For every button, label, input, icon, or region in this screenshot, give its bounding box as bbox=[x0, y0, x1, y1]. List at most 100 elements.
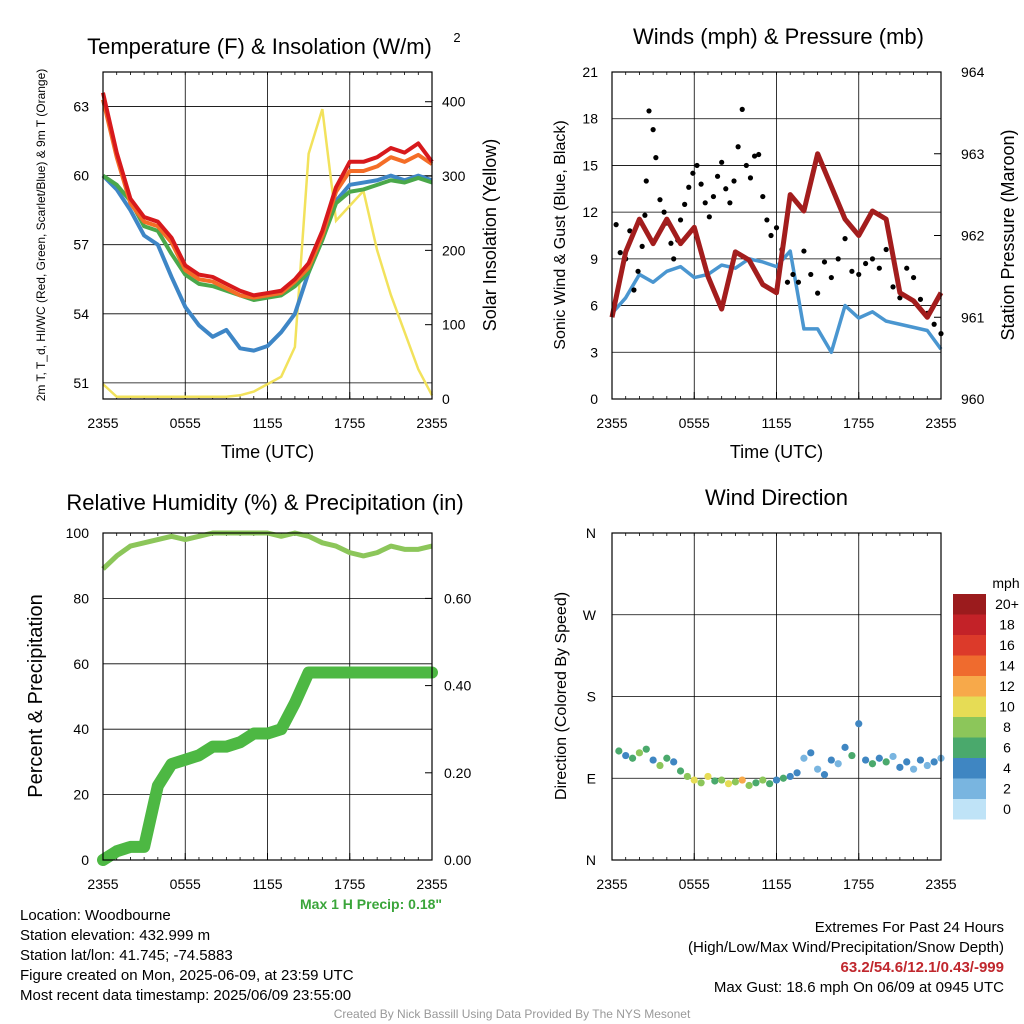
x-tick-label: 2355 bbox=[925, 415, 956, 431]
gust-point bbox=[731, 178, 737, 184]
panel-3: 0 20 40 60 80 100 0.00 0.20 0.40 0.60 2355 0555 1155… bbox=[25, 490, 471, 892]
gust-point bbox=[719, 159, 725, 165]
x-tick-label: 1755 bbox=[334, 876, 365, 892]
credit-line: Created By Nick Bassill Using Data Provi… bbox=[333, 1007, 691, 1021]
direction-point bbox=[766, 780, 774, 788]
x-tick-label: 1755 bbox=[334, 415, 365, 431]
extremes-values: 63.2/54.6/12.1/0.43/-999 bbox=[840, 959, 1004, 976]
direction-point bbox=[855, 720, 863, 728]
gust-point bbox=[698, 181, 704, 187]
direction-point bbox=[909, 765, 918, 773]
gust-point bbox=[801, 248, 807, 254]
x-tick-label: 2355 bbox=[596, 876, 627, 892]
x-tick-label: 0555 bbox=[170, 876, 201, 892]
gust-point bbox=[639, 243, 645, 249]
x-tick-label: 1155 bbox=[252, 876, 282, 892]
x-tick-label: 2355 bbox=[925, 876, 956, 892]
chart-title: Temperature (F) & Insolation (W/m) bbox=[87, 34, 432, 59]
y-tick-label: S bbox=[587, 689, 596, 705]
gust-point bbox=[671, 256, 677, 262]
direction-point bbox=[930, 758, 938, 766]
gust-point bbox=[917, 296, 924, 302]
title-superscript: 2 bbox=[453, 30, 460, 45]
direction-point bbox=[615, 747, 623, 755]
direction-point bbox=[759, 776, 767, 784]
direction-point bbox=[923, 761, 931, 770]
y-axis-label: Direction (Colored By Speed) bbox=[553, 592, 570, 800]
legend-swatch bbox=[953, 758, 986, 779]
y-tick-label: W bbox=[583, 607, 597, 623]
x-tick-label: 1755 bbox=[843, 415, 874, 431]
gust-point bbox=[710, 193, 717, 200]
y2-axis-label: Station Pressure (Maroon) bbox=[998, 129, 1018, 340]
pressure-line bbox=[609, 151, 944, 320]
legend-title: mph bbox=[992, 575, 1019, 591]
station-latlon: Station lat/lon: 41.745; -74.5883 bbox=[20, 947, 233, 964]
x-tick-label: 0555 bbox=[170, 415, 201, 431]
series-line-dew-point bbox=[101, 173, 433, 302]
panel-2: 0 3 6 9 12 15 18 21 960 961 962 963 964 2355 0555 1155 1… bbox=[552, 24, 1018, 462]
direction-point bbox=[800, 754, 808, 762]
y-tick-label: 12 bbox=[582, 204, 598, 220]
gust-point bbox=[706, 214, 712, 220]
gust-point bbox=[682, 201, 688, 207]
y-tick-label: E bbox=[587, 770, 596, 786]
direction-point bbox=[882, 758, 890, 766]
station-info: Location: Woodbourne Station elevation: … bbox=[20, 906, 354, 1006]
gust-point bbox=[869, 256, 876, 262]
series-line-9m-t bbox=[101, 99, 434, 300]
direction-point bbox=[841, 743, 849, 751]
legend-label: 0 bbox=[1003, 801, 1011, 817]
gust-point bbox=[627, 228, 633, 234]
direction-point bbox=[862, 756, 870, 764]
figure-created: Figure created on Mon, 2025-06-09, at 23… bbox=[20, 967, 354, 984]
y-tick-label: N bbox=[586, 852, 596, 868]
y2-tick-label: 400 bbox=[442, 94, 466, 110]
legend-label: 20+ bbox=[995, 596, 1019, 612]
panel-1: 51 54 57 60 63 0 100 200 300 400 2355 0555 1155 1755 2… bbox=[34, 30, 500, 462]
y-tick-label: 6 bbox=[590, 298, 598, 314]
y-tick-label: 57 bbox=[73, 237, 89, 253]
direction-point bbox=[635, 749, 644, 757]
x-tick-label: 1155 bbox=[252, 415, 282, 431]
plot-frame bbox=[102, 532, 433, 861]
sonic-wind-line bbox=[610, 249, 943, 355]
y-tick-label: 100 bbox=[66, 525, 90, 541]
legend-swatch bbox=[953, 696, 986, 717]
y-tick-label: 15 bbox=[582, 157, 598, 173]
gust-point bbox=[863, 260, 869, 267]
insolation-line bbox=[102, 108, 434, 399]
direction-point bbox=[820, 771, 829, 779]
y2-tick-label: 962 bbox=[961, 228, 985, 244]
direction-point bbox=[663, 754, 671, 762]
gust-point bbox=[760, 193, 766, 200]
direction-point bbox=[752, 779, 760, 787]
y2-tick-label: 960 bbox=[961, 391, 985, 407]
direction-point bbox=[622, 751, 630, 760]
y-tick-label: 80 bbox=[73, 590, 89, 606]
chart-title: Winds (mph) & Pressure (mb) bbox=[633, 24, 924, 49]
direction-point bbox=[718, 776, 726, 784]
direction-point bbox=[738, 776, 746, 784]
legend-swatch bbox=[953, 737, 986, 758]
legend-label: 18 bbox=[999, 617, 1015, 633]
y-tick-label: 20 bbox=[73, 787, 89, 803]
x-tick-label: 2355 bbox=[87, 876, 118, 892]
extremes-block: Extremes For Past 24 Hours (High/Low/Max… bbox=[688, 918, 1004, 998]
gust-point bbox=[790, 271, 796, 278]
direction-point bbox=[807, 749, 815, 757]
legend-label: 8 bbox=[1003, 719, 1011, 735]
gust-point bbox=[883, 246, 889, 253]
legend-swatch bbox=[953, 799, 986, 820]
y2-tick-label: 0.60 bbox=[444, 590, 471, 606]
legend-label: 10 bbox=[999, 699, 1015, 715]
direction-point bbox=[786, 772, 794, 781]
series-line-wc bbox=[101, 173, 433, 353]
y-axis-label: 2m T, T_d, HI/WC (Red, Green, Scarlet/Bl… bbox=[34, 69, 48, 402]
direction-point bbox=[903, 758, 911, 766]
direction-point bbox=[779, 774, 787, 782]
direction-point bbox=[827, 756, 835, 764]
gust-point bbox=[661, 209, 667, 215]
y2-tick-label: 964 bbox=[961, 64, 985, 80]
